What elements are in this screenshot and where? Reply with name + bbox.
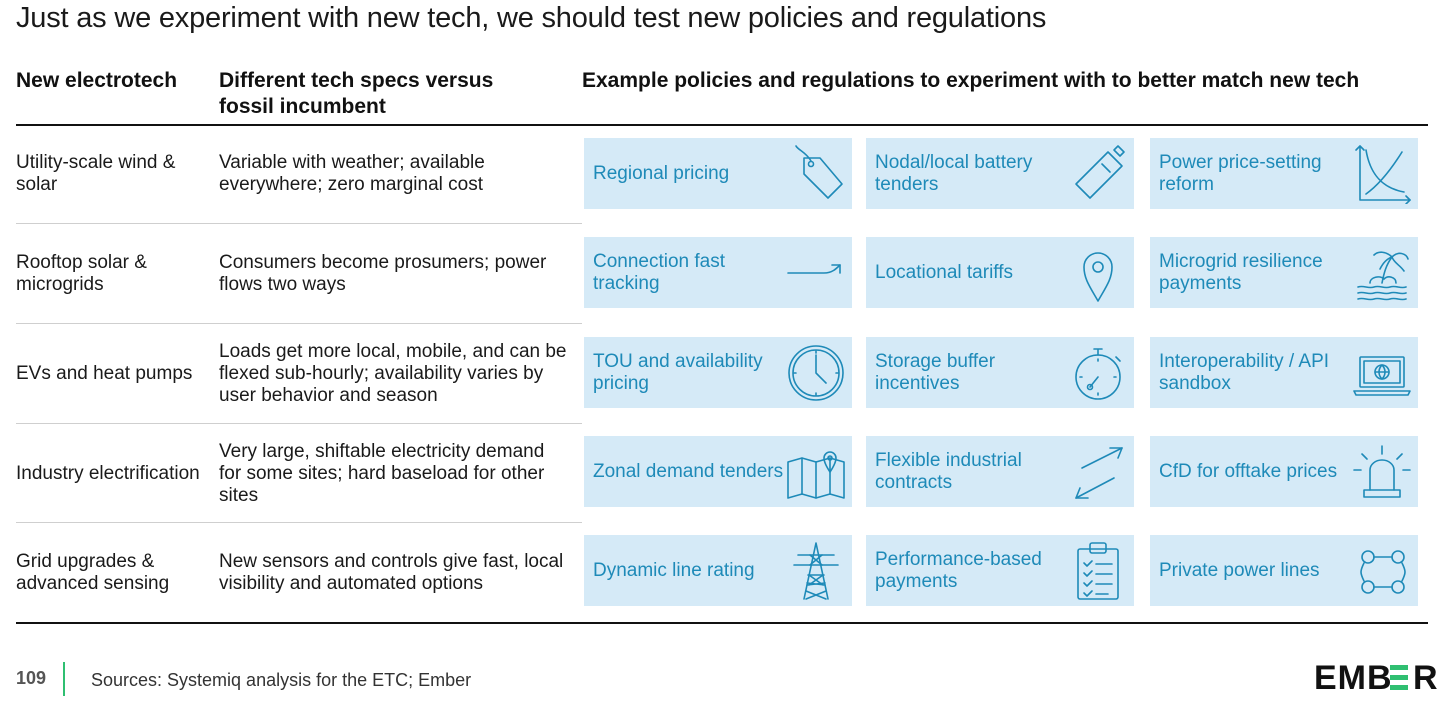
policy-box: Zonal demand tenders bbox=[584, 436, 852, 507]
policy-label: Microgrid resilience payments bbox=[1159, 250, 1323, 294]
svg-text:R: R bbox=[1413, 659, 1438, 696]
ember-logo: EMB R bbox=[1314, 656, 1444, 697]
policy-box: Performance-based payments bbox=[866, 535, 1134, 606]
policy-label: TOU and availability pricing bbox=[593, 350, 763, 394]
policy-box: CfD for offtake prices bbox=[1150, 436, 1418, 507]
row-specs-text: New sensors and controls give fast, loca… bbox=[219, 551, 564, 594]
policy-box: Microgrid resilience payments bbox=[1150, 237, 1418, 308]
network-circle-icon bbox=[1352, 541, 1412, 601]
battery-icon bbox=[1068, 144, 1128, 204]
folded-map-icon bbox=[786, 442, 846, 502]
row-specs-text: Very large, shiftable electricity demand… bbox=[219, 441, 545, 506]
row-divider bbox=[16, 522, 582, 523]
policy-label: Storage buffer incentives bbox=[875, 350, 996, 394]
row-tech-text: Grid upgrades & advanced sensing bbox=[16, 551, 170, 594]
stopwatch-icon bbox=[1068, 343, 1128, 403]
clipboard-checklist-icon bbox=[1068, 541, 1128, 601]
svg-text:EMB: EMB bbox=[1314, 659, 1393, 696]
fast-track-arrow-icon bbox=[786, 243, 846, 303]
transmission-tower-icon bbox=[786, 541, 846, 601]
row-specs-text: Variable with weather; available everywh… bbox=[219, 152, 485, 195]
policy-label: Regional pricing bbox=[593, 162, 730, 184]
policy-label: Locational tariffs bbox=[875, 261, 1014, 283]
policy-box: Regional pricing bbox=[584, 138, 852, 209]
policy-box: Dynamic line rating bbox=[584, 535, 852, 606]
row-specs-text: Consumers become prosumers; power flows … bbox=[219, 252, 547, 295]
header-policies: Example policies and regulations to expe… bbox=[582, 69, 1360, 92]
row-tech: EVs and heat pumps bbox=[16, 324, 206, 424]
footer-divider bbox=[63, 662, 65, 696]
policy-box: Nodal/local battery tenders bbox=[866, 138, 1134, 209]
policy-box: Interoperability / API sandbox bbox=[1150, 337, 1418, 408]
map-pin-icon bbox=[1068, 243, 1128, 303]
row-specs: Variable with weather; available everywh… bbox=[219, 124, 569, 224]
row-divider bbox=[16, 223, 582, 224]
policy-label: Connection fast tracking bbox=[593, 250, 726, 294]
row-tech: Rooftop solar & microgrids bbox=[16, 224, 206, 324]
row-divider bbox=[16, 423, 582, 424]
row-specs: Loads get more local, mobile, and can be… bbox=[219, 324, 569, 424]
row-divider bbox=[16, 323, 582, 324]
policy-box: Private power lines bbox=[1150, 535, 1418, 606]
policy-label: Private power lines bbox=[1159, 559, 1320, 581]
policy-label: Dynamic line rating bbox=[593, 559, 755, 581]
row-specs: New sensors and controls give fast, loca… bbox=[219, 523, 569, 623]
row-specs-text: Loads get more local, mobile, and can be… bbox=[219, 341, 567, 406]
policy-label: Performance-based payments bbox=[875, 548, 1042, 592]
siren-light-icon bbox=[1352, 442, 1412, 502]
supply-demand-curve-icon bbox=[1352, 144, 1412, 205]
row-tech-text: Rooftop solar & microgrids bbox=[16, 252, 147, 295]
policy-box: Locational tariffs bbox=[866, 237, 1134, 308]
policy-box: Power price-setting reform bbox=[1150, 138, 1418, 209]
price-tag-icon bbox=[786, 144, 846, 204]
row-tech-text: EVs and heat pumps bbox=[16, 363, 193, 384]
policy-label: Interoperability / API sandbox bbox=[1159, 350, 1330, 394]
page-title: Just as we experiment with new tech, we … bbox=[16, 2, 1047, 34]
policy-label: CfD for offtake prices bbox=[1159, 460, 1338, 482]
row-tech: Grid upgrades & advanced sensing bbox=[16, 523, 206, 623]
policy-label: Nodal/local battery tenders bbox=[875, 151, 1033, 195]
row-specs: Consumers become prosumers; power flows … bbox=[219, 224, 569, 324]
row-tech-text: Utility-scale wind & solar bbox=[16, 152, 176, 195]
policy-label: Flexible industrial contracts bbox=[875, 449, 1022, 493]
laptop-globe-icon bbox=[1352, 343, 1412, 403]
sources-note: Sources: Systemiq analysis for the ETC; … bbox=[91, 670, 472, 690]
island-palm-icon bbox=[1352, 243, 1412, 303]
policy-box: Flexible industrial contracts bbox=[866, 436, 1134, 507]
row-tech-text: Industry electrification bbox=[16, 463, 200, 484]
bottom-rule bbox=[16, 622, 1428, 624]
header-rule bbox=[16, 124, 1428, 126]
page-number: 109 bbox=[16, 668, 47, 688]
row-tech: Utility-scale wind & solar bbox=[16, 124, 206, 224]
bidirectional-arrows-icon bbox=[1068, 442, 1128, 502]
policy-box: TOU and availability pricing bbox=[584, 337, 852, 408]
row-tech: Industry electrification bbox=[16, 424, 206, 524]
row-specs: Very large, shiftable electricity demand… bbox=[219, 424, 569, 524]
clock-icon bbox=[786, 343, 846, 403]
header-new-electrotech: New electrotech bbox=[16, 69, 178, 92]
policy-label: Zonal demand tenders bbox=[593, 460, 784, 482]
policy-label: Power price-setting reform bbox=[1159, 151, 1322, 195]
header-tech-specs: Different tech specs versus fossil incum… bbox=[219, 69, 494, 118]
policy-box: Connection fast tracking bbox=[584, 237, 852, 308]
policy-box: Storage buffer incentives bbox=[866, 337, 1134, 408]
